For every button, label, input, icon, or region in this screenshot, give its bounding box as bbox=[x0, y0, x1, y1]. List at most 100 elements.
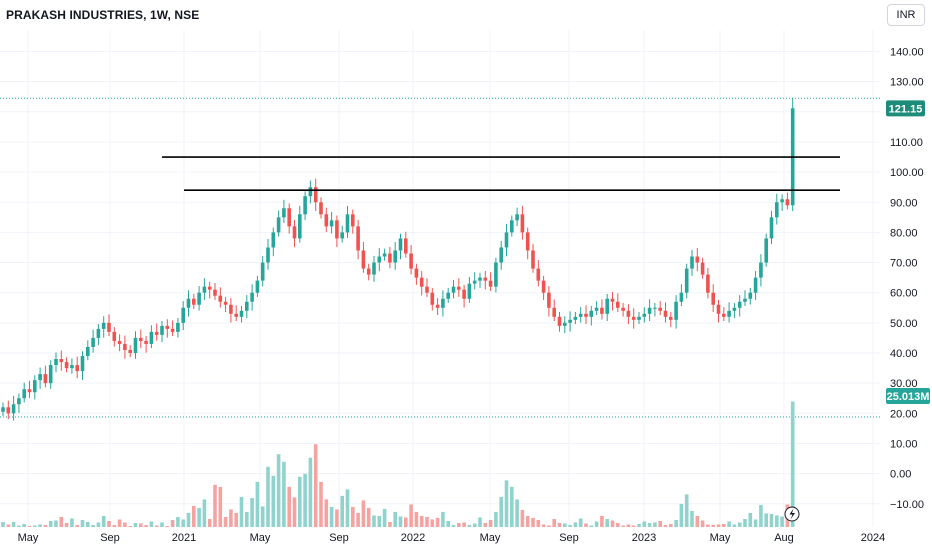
volume-bar bbox=[335, 509, 339, 527]
candles bbox=[1, 97, 795, 421]
volume-bar bbox=[425, 516, 429, 527]
candle-body bbox=[430, 292, 435, 305]
candle-body bbox=[356, 226, 360, 251]
volume-bar bbox=[202, 499, 207, 527]
price-tick-label: 130.00 bbox=[890, 77, 924, 89]
volume-bar bbox=[91, 524, 95, 527]
volume-bar bbox=[207, 518, 212, 527]
price-tick-label: 20.00 bbox=[890, 408, 918, 420]
volume-bar bbox=[271, 475, 276, 527]
volume-bar bbox=[213, 484, 217, 527]
time-tick-label: 2024 bbox=[861, 532, 885, 544]
candle-body bbox=[33, 380, 37, 393]
volume-bar bbox=[430, 519, 435, 527]
candle-body bbox=[329, 220, 334, 227]
candle-body bbox=[27, 389, 32, 393]
candle-body bbox=[398, 238, 403, 251]
candle-body bbox=[743, 298, 747, 302]
candle-body bbox=[75, 365, 79, 372]
candle-body bbox=[292, 226, 297, 239]
volume-bars bbox=[1, 401, 795, 527]
badges: 121.15 25.013M bbox=[784, 100, 930, 522]
last-volume-badge bbox=[886, 388, 930, 404]
candle-body bbox=[414, 268, 419, 278]
volume-bar bbox=[568, 524, 572, 527]
time-tick-label: May bbox=[480, 532, 501, 544]
candle-body bbox=[86, 346, 90, 357]
candle-body bbox=[324, 214, 329, 227]
candle-body bbox=[748, 292, 753, 299]
candle-body bbox=[515, 214, 519, 221]
candle-body bbox=[669, 316, 673, 320]
time-tick-label: Sep bbox=[329, 532, 349, 544]
candle-body bbox=[176, 322, 180, 332]
candle-body bbox=[80, 356, 85, 372]
volume-bar bbox=[372, 515, 376, 527]
candle-body bbox=[218, 295, 223, 302]
volume-bar bbox=[690, 510, 694, 527]
candle-body bbox=[785, 199, 790, 206]
candle-body bbox=[700, 262, 705, 275]
volume-bar bbox=[679, 503, 684, 527]
candle-body bbox=[404, 238, 408, 254]
candle-body bbox=[510, 220, 514, 233]
volume-bar bbox=[536, 519, 541, 527]
volume-bar bbox=[165, 525, 170, 527]
volume-bar bbox=[112, 524, 117, 527]
volume-bar bbox=[441, 511, 445, 527]
last-volume-label: 25.013M bbox=[887, 391, 930, 403]
volume-bar bbox=[11, 521, 16, 527]
volume-bar bbox=[181, 519, 185, 527]
volume-bar bbox=[117, 519, 122, 527]
volume-bar bbox=[80, 519, 85, 527]
volume-bar bbox=[462, 522, 466, 527]
price-tick-label: 70.00 bbox=[890, 258, 918, 270]
volume-bar bbox=[716, 524, 721, 527]
candle-body bbox=[271, 232, 276, 248]
price-tick-label: 100.00 bbox=[890, 167, 924, 179]
volume-bar bbox=[366, 507, 371, 527]
volume-bar bbox=[457, 522, 461, 527]
candle-body bbox=[653, 307, 657, 309]
volume-bar bbox=[616, 522, 620, 527]
volume-bar bbox=[260, 506, 265, 527]
volume-bar bbox=[451, 524, 456, 527]
candle-body bbox=[552, 307, 556, 317]
time-tick-label: 2022 bbox=[401, 532, 425, 544]
candle-body bbox=[393, 250, 397, 263]
volume-bar bbox=[356, 512, 360, 527]
candle-body bbox=[6, 407, 11, 414]
candle-body bbox=[573, 316, 578, 320]
volume-bar bbox=[17, 525, 21, 527]
volume-bar bbox=[419, 515, 424, 527]
candle-body bbox=[658, 307, 662, 311]
time-tick-label: May bbox=[18, 532, 39, 544]
price-tick-label: 0.00 bbox=[890, 469, 911, 481]
volume-bar bbox=[552, 518, 556, 527]
candle-body bbox=[578, 313, 583, 317]
candle-body bbox=[626, 310, 631, 317]
chart-title: PRAKASH INDUSTRIES, 1W, NSE bbox=[6, 8, 200, 22]
candle-body bbox=[467, 283, 472, 299]
candle-body bbox=[59, 359, 64, 363]
candle-body bbox=[716, 304, 721, 314]
price-tick-label: 90.00 bbox=[890, 197, 918, 209]
time-tick-label: Sep bbox=[559, 532, 579, 544]
candle-body bbox=[372, 262, 376, 275]
volume-bar bbox=[557, 522, 562, 527]
volume-bar bbox=[472, 523, 477, 527]
volume-bar bbox=[446, 520, 450, 527]
candle-body bbox=[483, 277, 488, 281]
currency-button[interactable]: INR bbox=[887, 4, 925, 26]
candle-body bbox=[181, 307, 185, 323]
volume-bar bbox=[525, 515, 530, 527]
candle-body bbox=[229, 304, 233, 314]
volume-bar bbox=[669, 523, 673, 527]
candle-body bbox=[616, 301, 620, 308]
price-tick-label: −10.00 bbox=[890, 499, 924, 511]
candle-body bbox=[478, 277, 482, 281]
candle-body bbox=[298, 214, 302, 239]
volume-bar bbox=[642, 521, 647, 527]
